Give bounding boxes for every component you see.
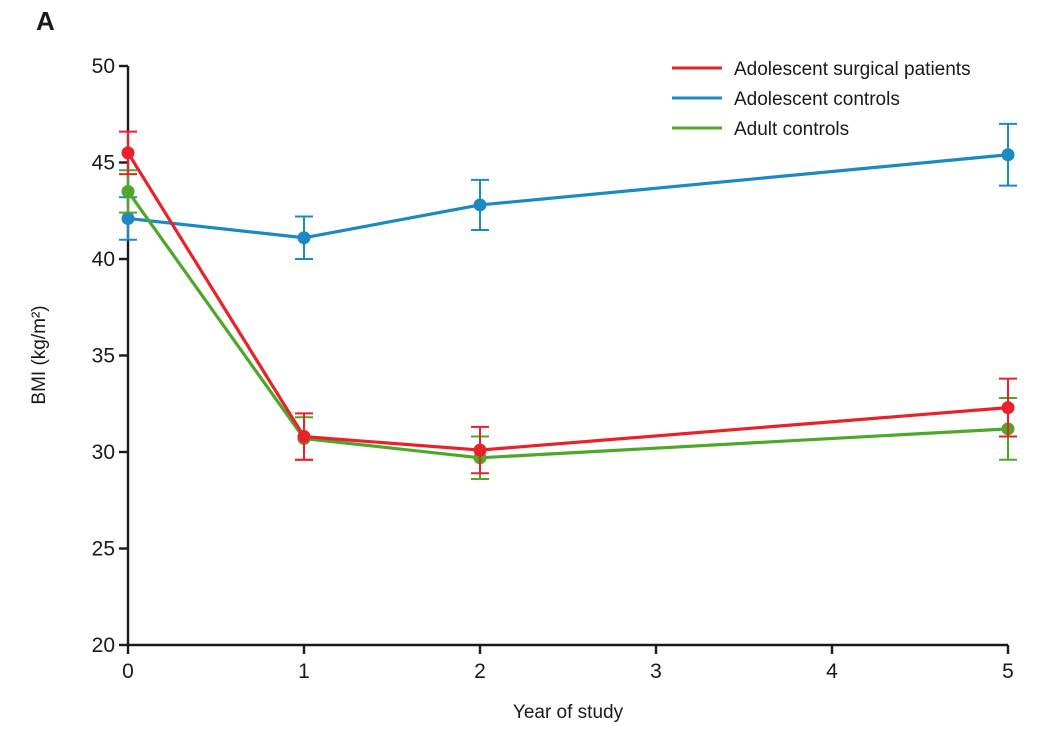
y-tick-label: 50 xyxy=(92,55,115,78)
y-axis-title: BMI (kg/m²) xyxy=(29,305,50,404)
data-point xyxy=(1001,401,1015,415)
series-line-adult-controls xyxy=(126,190,1009,460)
y-tick-label: 20 xyxy=(92,634,115,657)
x-tick-label: 4 xyxy=(826,660,838,683)
y-tick-label: 30 xyxy=(92,441,115,464)
x-tick-label: 1 xyxy=(298,660,310,683)
legend-label: Adolescent surgical patients xyxy=(734,59,971,80)
series-line-adolescent-surgical-patients xyxy=(126,152,1009,452)
y-tick-label: 40 xyxy=(92,248,115,271)
series-line-adolescent-controls xyxy=(127,153,1009,240)
panel-label: A xyxy=(36,6,55,36)
axes xyxy=(126,66,1008,647)
legend-label: Adult controls xyxy=(734,119,849,140)
x-tick-label: 3 xyxy=(650,660,662,683)
data-point xyxy=(297,430,311,444)
y-ticks: 20 25 30 35 40 45 50 xyxy=(92,55,128,657)
data-point xyxy=(121,184,135,198)
x-axis-title: Year of study xyxy=(513,702,624,723)
data-point xyxy=(121,211,135,225)
y-tick-label: 45 xyxy=(92,152,115,175)
y-tick-label: 35 xyxy=(92,345,115,368)
series-layer xyxy=(119,122,1017,481)
data-point xyxy=(297,231,311,245)
legend: Adolescent surgical patients Adolescent c… xyxy=(672,59,971,140)
data-point xyxy=(473,198,487,212)
legend-label: Adolescent controls xyxy=(734,89,900,110)
data-point xyxy=(473,443,487,457)
series-adolescent-controls xyxy=(119,122,1017,260)
data-point xyxy=(1001,148,1015,162)
x-tick-label: 2 xyxy=(474,660,486,683)
series-adolescent-surgical-patients xyxy=(119,130,1017,475)
x-tick-label: 0 xyxy=(122,660,134,683)
y-tick-label: 25 xyxy=(92,538,115,561)
data-point xyxy=(121,146,135,160)
series-adult-controls xyxy=(119,169,1017,481)
x-tick-label: 5 xyxy=(1002,660,1014,683)
x-ticks: 0 1 2 3 4 5 xyxy=(122,645,1014,683)
